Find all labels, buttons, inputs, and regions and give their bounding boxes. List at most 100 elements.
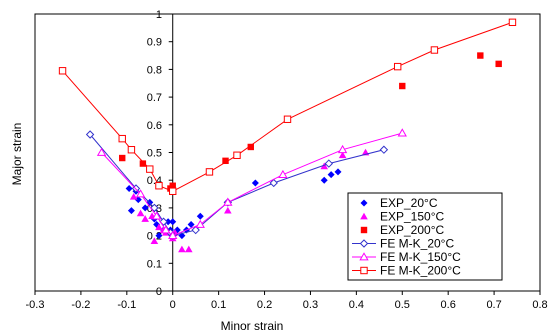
legend-item: EXP_20°C: [360, 196, 438, 210]
data-point: [169, 187, 177, 195]
data-point: [399, 82, 406, 90]
y-tick-label: 0: [156, 286, 162, 298]
legend-box: [347, 192, 503, 281]
x-tick-label: 0.2: [257, 299, 272, 311]
legend-label: FE M-K_150°C: [380, 250, 461, 264]
series-6: [58, 18, 517, 195]
data-point: [127, 146, 136, 154]
data-point: [141, 215, 149, 222]
legend-item: EXP_200°C: [360, 223, 445, 237]
data-point: [205, 168, 214, 176]
data-point: [222, 157, 229, 165]
data-point: [85, 130, 95, 139]
data-point: [393, 62, 402, 71]
x-tick-label: -0.1: [117, 299, 136, 311]
legend-marker: [360, 266, 368, 275]
data-point: [495, 60, 502, 68]
data-point: [196, 212, 204, 220]
series-line: [62, 21, 513, 192]
data-point: [146, 165, 154, 173]
data-point: [135, 189, 146, 198]
x-tick-label: 0.1: [211, 299, 226, 311]
data-point: [168, 230, 178, 239]
data-point: [184, 245, 193, 253]
legend-marker: [359, 252, 369, 261]
data-point: [134, 196, 142, 204]
data-point: [251, 179, 259, 187]
data-point: [161, 225, 171, 234]
legend-item: EXP_150°C: [360, 210, 445, 224]
data-point: [338, 151, 347, 159]
data-point: [247, 143, 254, 151]
data-point: [397, 128, 407, 137]
x-tick-label: 0.6: [441, 299, 456, 311]
data-point: [155, 223, 163, 231]
data-point: [187, 221, 195, 229]
series-line: [101, 132, 403, 237]
data-point: [119, 154, 126, 162]
data-point: [169, 182, 176, 189]
data-point: [379, 145, 389, 154]
legend-item: FE M-K_150°C: [352, 250, 461, 264]
legend-item: FE M-K_200°C: [352, 264, 461, 278]
x-tick-label: 0.7: [486, 299, 501, 311]
data-point: [141, 204, 149, 212]
data-point: [327, 171, 335, 179]
x-tick-label: -0.2: [71, 299, 90, 311]
legend-item: FE M-K_20°C: [352, 237, 454, 251]
data-point: [324, 159, 334, 168]
data-point: [191, 225, 200, 235]
data-point: [334, 168, 342, 176]
data-point: [155, 182, 163, 190]
data-point: [278, 169, 288, 179]
x-tick-label: 0.8: [532, 299, 547, 311]
data-point: [508, 18, 517, 27]
data-point: [224, 206, 232, 214]
data-point: [129, 193, 138, 200]
data-point: [127, 207, 135, 215]
data-point: [150, 237, 159, 244]
series-5: [96, 128, 407, 239]
series-layer: [58, 18, 517, 253]
data-point: [337, 144, 348, 154]
data-point: [169, 218, 177, 226]
axes: -0.3 -0.2 -0.1 0 0.1 0.2 0.3 0.4 0.5 0.6 0.7 0.8 0 0.…: [26, 9, 548, 311]
legend-marker: [360, 199, 368, 207]
data-point: [136, 209, 145, 217]
data-point: [223, 197, 233, 206]
y-tick-label: 0.1: [147, 258, 162, 270]
x-axis-title: Minor strain: [221, 319, 284, 333]
data-point: [155, 232, 163, 240]
legend-marker: [359, 239, 369, 248]
data-point: [195, 219, 205, 228]
y-tick-label: 0.7: [147, 92, 162, 104]
data-point: [58, 67, 67, 75]
y-tick-label: 0.9: [147, 37, 162, 49]
legend-marker: [360, 226, 368, 234]
data-point: [269, 178, 278, 188]
legend-label: FE M-K_20°C: [380, 237, 454, 251]
data-point: [151, 211, 162, 220]
data-point: [233, 151, 241, 159]
legend-marker: [360, 212, 368, 220]
data-point: [164, 218, 172, 226]
x-tick-label: 0.4: [349, 299, 364, 311]
series-2: [129, 148, 370, 253]
series-3: [119, 52, 502, 192]
legend-label: EXP_150°C: [380, 210, 445, 224]
data-point: [283, 115, 292, 123]
data-point: [320, 162, 329, 170]
data-point: [118, 134, 126, 143]
x-tick-label: 0: [170, 299, 176, 311]
x-tick-label: -0.3: [26, 299, 45, 311]
legend-label: EXP_200°C: [380, 223, 445, 237]
y-tick-label: 0.6: [147, 120, 162, 132]
data-point: [320, 176, 328, 184]
data-point: [430, 46, 439, 54]
data-point: [477, 52, 484, 59]
y-axis-title: Major strain: [10, 123, 24, 186]
data-point: [96, 147, 107, 156]
y-tick-label: 0.5: [147, 148, 162, 160]
